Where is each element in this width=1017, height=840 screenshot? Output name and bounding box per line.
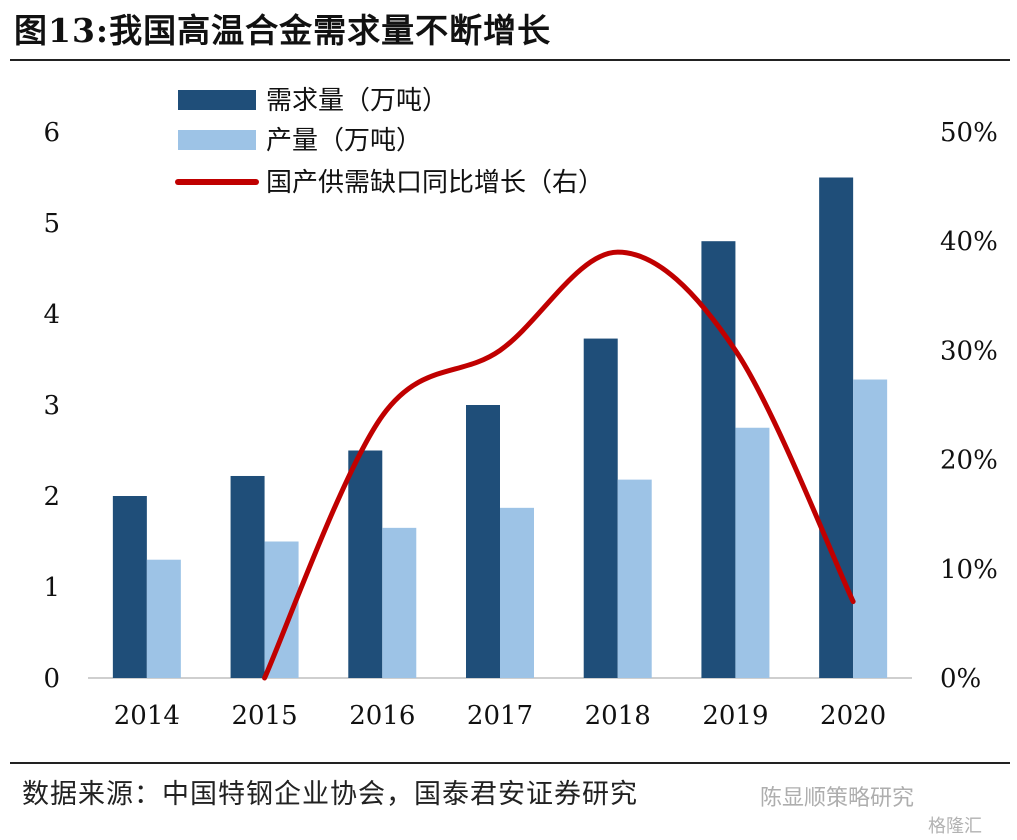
combo-chart: 需求量（万吨） 产量（万吨） 国产供需缺口同比增长（右） 0 1 2 3 4 5 6 0% 10% 2… — [43, 86, 997, 731]
x-tick-label: 2018 — [585, 701, 651, 731]
bar-demand — [348, 450, 383, 678]
y-right-tick-label: 50% — [940, 118, 998, 148]
growth-line — [262, 249, 856, 681]
y-left-tick-label: 6 — [43, 118, 60, 148]
watermark: 陈显顺策略研究 — [760, 786, 915, 811]
bars — [112, 177, 888, 678]
x-tick-label: 2015 — [231, 701, 297, 731]
growth-line-path — [262, 249, 856, 681]
y-left-tick-label: 2 — [43, 482, 60, 512]
bar-demand — [230, 475, 265, 678]
legend: 需求量（万吨） 产量（万吨） 国产供需缺口同比增长（右） — [175, 86, 604, 198]
legend-label: 需求量（万吨） — [266, 86, 448, 116]
bar-demand — [701, 241, 736, 678]
bar-production — [382, 527, 417, 678]
legend-label: 国产供需缺口同比增长（右） — [266, 168, 604, 198]
y-left-tick-label: 5 — [43, 209, 60, 239]
legend-swatch — [178, 90, 256, 110]
legend-swatch — [178, 130, 256, 150]
top-rule — [10, 59, 1010, 61]
y-left-tick-label: 4 — [43, 300, 60, 330]
source-note: 数据来源：中国特钢企业协会，国泰君安证券研究 — [22, 779, 638, 810]
y-left-tick-label: 1 — [43, 573, 60, 603]
y-right-tick-label: 10% — [940, 555, 998, 585]
bar-production — [735, 427, 770, 678]
bar-demand — [466, 405, 500, 678]
watermark-brand: 格隆汇 — [928, 816, 982, 837]
y-right-tick-label: 30% — [940, 336, 998, 366]
y-right-tick-label: 40% — [940, 227, 998, 257]
axes: 0 1 2 3 4 5 6 0% 10% 20% 30% 40% 50% 2014 2015 2016 2017… — [43, 118, 997, 731]
bar-demand — [583, 338, 618, 678]
x-tick-label: 2020 — [820, 701, 886, 731]
x-tick-label: 2016 — [349, 701, 415, 731]
bottom-rule — [10, 762, 1010, 764]
bar-production — [853, 379, 888, 678]
x-tick-label: 2017 — [467, 701, 533, 731]
bar-production — [500, 507, 534, 678]
y-right-tick-label: 0% — [940, 664, 981, 694]
y-left-tick-label: 3 — [43, 391, 60, 421]
chart-title: 图13:我国高温合金需求量不断增长 — [14, 11, 552, 50]
legend-label: 产量（万吨） — [266, 126, 422, 156]
bar-production — [146, 559, 181, 678]
bar-demand — [112, 496, 147, 678]
bar-demand — [819, 177, 854, 678]
x-tick-label: 2014 — [114, 701, 180, 731]
x-tick-label: 2019 — [702, 701, 768, 731]
y-right-tick-label: 20% — [940, 446, 998, 476]
y-left-tick-label: 0 — [43, 664, 60, 694]
bar-production — [617, 479, 652, 678]
